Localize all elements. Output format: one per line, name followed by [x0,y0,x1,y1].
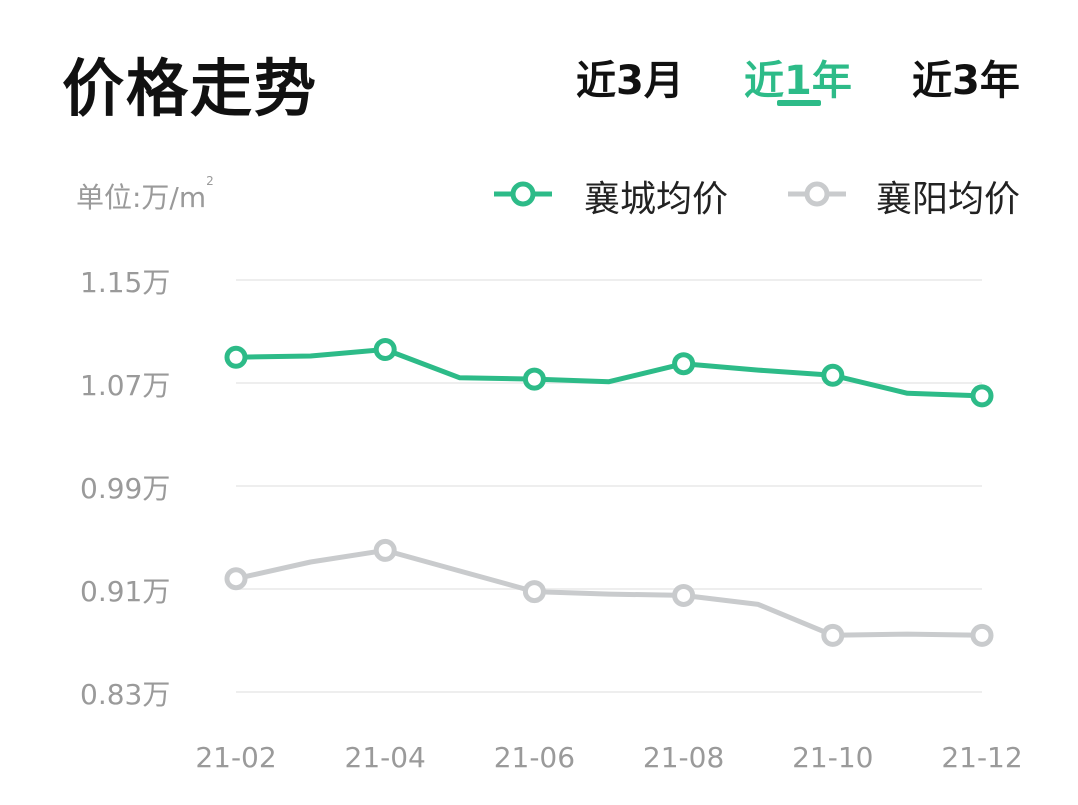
y-tick-label: 0.83万 [80,678,170,711]
legend-item-xiangyang[interactable]: 襄阳均价 [786,170,1026,220]
series-1-point [970,623,994,647]
legend-item-xiangcheng[interactable]: 襄城均价 [492,170,732,220]
unit-superscript: 2 [206,174,214,188]
series-1-point [821,623,845,647]
active-tab-indicator [777,100,821,106]
series-line-0 [233,347,985,399]
y-tick-label: 1.07万 [80,369,170,402]
page-title: 价格走势 [62,52,319,125]
series-1-point [522,580,546,604]
x-axis-ticks: 21-02 21-04 21-06 21-08 21-10 21-12 [195,741,1022,774]
tab-1-year[interactable]: 近1年 [744,58,852,104]
y-tick-label: 0.99万 [80,472,170,505]
legend-marker-xiangyang-icon [788,181,846,207]
series-0-point [373,338,397,362]
series-1-point [672,583,696,607]
grid-lines [236,279,982,693]
x-tick-label: 21-02 [195,741,276,774]
y-axis-ticks: 1.15万 1.07万 0.99万 0.91万 0.83万 [80,266,170,711]
x-tick-label: 21-06 [494,741,575,774]
legend-label-xiangcheng: 襄城均价 [584,179,729,220]
series-0-point [821,363,845,387]
series-1-point [224,567,248,591]
legend-marker-xiangcheng-icon [494,181,552,207]
unit-label: 单位:万/m2 [76,174,214,216]
period-tabs: 近3月 近1年 近3年 [0,48,1078,118]
series-0-point [672,352,696,376]
series-0-point [970,384,994,408]
x-tick-label: 21-12 [941,741,1022,774]
series-0-point [224,345,248,369]
y-tick-label: 1.15万 [80,266,170,299]
series-lines [224,338,994,647]
tab-3-years[interactable]: 近3年 [912,58,1020,104]
y-tick-label: 0.91万 [80,575,170,608]
series-1-point [373,538,397,562]
legend-label-xiangyang: 襄阳均价 [876,179,1021,220]
series-0-point [522,367,546,391]
tab-3-months[interactable]: 近3月 [576,58,684,104]
x-tick-label: 21-04 [345,741,426,774]
series-line-1 [233,547,985,638]
x-tick-label: 21-10 [792,741,873,774]
x-tick-label: 21-08 [643,741,724,774]
unit-text: 单位:万/m [76,181,207,214]
